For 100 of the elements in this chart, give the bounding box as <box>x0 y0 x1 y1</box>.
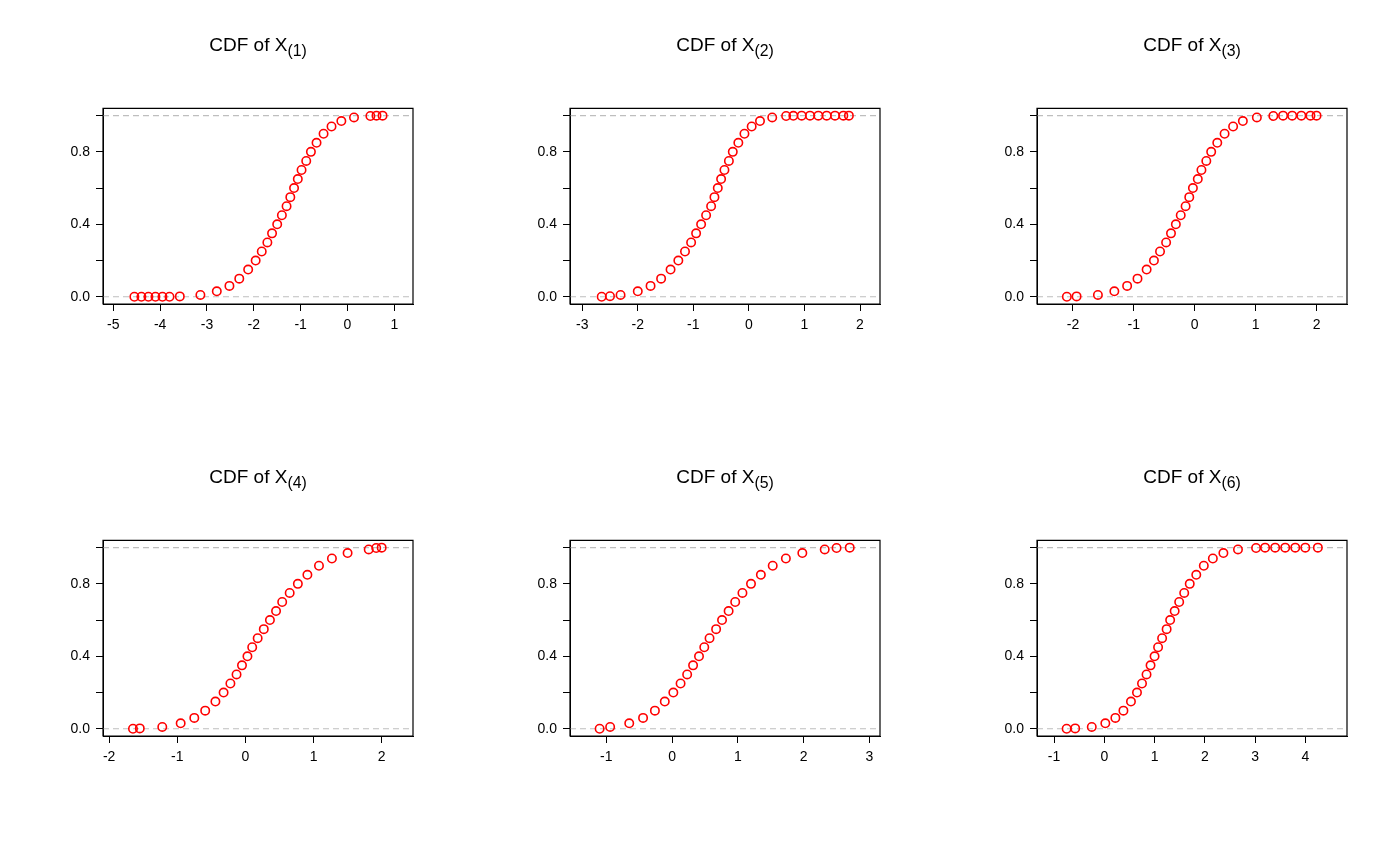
y-tick-label: 0.0 <box>537 719 558 736</box>
point <box>225 678 236 689</box>
x-tick-label: -2 <box>1066 316 1080 333</box>
y-tick-label: 0.4 <box>70 215 91 232</box>
point <box>377 110 388 121</box>
point <box>1165 228 1176 239</box>
point <box>272 219 283 230</box>
x-tick-label: -3 <box>576 316 589 333</box>
point <box>224 280 235 291</box>
point <box>210 696 221 707</box>
point <box>696 219 707 230</box>
point <box>843 110 854 121</box>
point <box>200 705 211 716</box>
x-tick-label: 0 <box>241 748 250 765</box>
x-tick-label: 1 <box>1251 316 1260 333</box>
point <box>1268 111 1279 122</box>
point <box>1110 712 1121 723</box>
point <box>712 183 723 194</box>
point <box>1125 696 1136 707</box>
x-tick-label: -2 <box>102 748 116 765</box>
point <box>1153 642 1164 653</box>
point <box>247 642 258 653</box>
point <box>326 121 337 132</box>
x-tick-label: 3 <box>865 748 874 765</box>
point <box>680 246 690 257</box>
point <box>1155 246 1166 257</box>
x-tick-label: -1 <box>294 316 308 333</box>
point <box>1137 678 1148 689</box>
point <box>242 651 253 662</box>
point <box>1251 112 1262 123</box>
point <box>189 712 200 723</box>
point <box>701 210 712 221</box>
point <box>376 542 387 553</box>
point <box>645 280 656 291</box>
point <box>605 291 615 302</box>
point <box>1118 705 1129 716</box>
point <box>363 544 374 555</box>
y-tick-label: 0.4 <box>70 647 91 664</box>
point <box>673 255 684 266</box>
point <box>1287 110 1298 121</box>
point <box>1174 596 1185 607</box>
point <box>292 578 303 589</box>
point <box>830 110 840 121</box>
point <box>1157 633 1168 644</box>
point <box>292 174 303 185</box>
point <box>1141 264 1152 275</box>
x-tick-label: 1 <box>390 316 399 333</box>
point <box>296 164 307 175</box>
x-tick-label: 3 <box>1251 748 1260 765</box>
point <box>276 210 287 221</box>
point <box>267 228 278 239</box>
point <box>1070 723 1081 734</box>
point <box>313 560 324 571</box>
point <box>1228 121 1239 132</box>
point <box>1311 110 1322 121</box>
point <box>716 174 727 185</box>
y-tick-label: 0.0 <box>1004 287 1025 304</box>
point <box>632 286 643 297</box>
point <box>1290 542 1301 553</box>
point <box>682 669 693 680</box>
point <box>615 289 626 300</box>
point <box>136 291 147 302</box>
point <box>302 569 313 580</box>
point <box>1141 669 1152 680</box>
point <box>796 110 807 121</box>
point <box>659 696 670 707</box>
point <box>831 543 842 554</box>
point <box>129 291 140 302</box>
point <box>686 237 697 248</box>
point <box>1270 542 1281 553</box>
point <box>688 660 699 671</box>
point <box>1219 128 1230 139</box>
point <box>1175 210 1186 221</box>
point <box>746 121 757 132</box>
point <box>788 110 799 121</box>
point <box>706 201 717 212</box>
x-tick-label: 0 <box>744 316 753 333</box>
point <box>675 678 686 689</box>
x-tick-label: 2 <box>799 748 808 765</box>
point <box>285 192 296 203</box>
point <box>1198 560 1209 571</box>
y-tick-label: 0.8 <box>537 574 558 591</box>
y-tick-label: 0.4 <box>537 647 558 664</box>
chart-title: CDF of X$_{(6)}$ <box>1142 466 1242 492</box>
point <box>1169 606 1180 617</box>
point <box>649 705 660 716</box>
point <box>691 228 702 239</box>
y-tick-label: 0.0 <box>70 287 91 304</box>
point <box>821 110 832 121</box>
point <box>1207 553 1218 564</box>
point <box>1312 542 1323 553</box>
point <box>1148 255 1159 266</box>
point <box>1201 155 1212 166</box>
point <box>311 137 322 148</box>
point <box>236 660 247 671</box>
chart-title: CDF of X$_{(5)}$ <box>675 466 775 492</box>
point <box>301 155 312 166</box>
chart-title: CDF of X$_{(4)}$ <box>208 466 308 492</box>
point <box>175 718 186 729</box>
y-tick-label: 0.0 <box>70 719 91 736</box>
